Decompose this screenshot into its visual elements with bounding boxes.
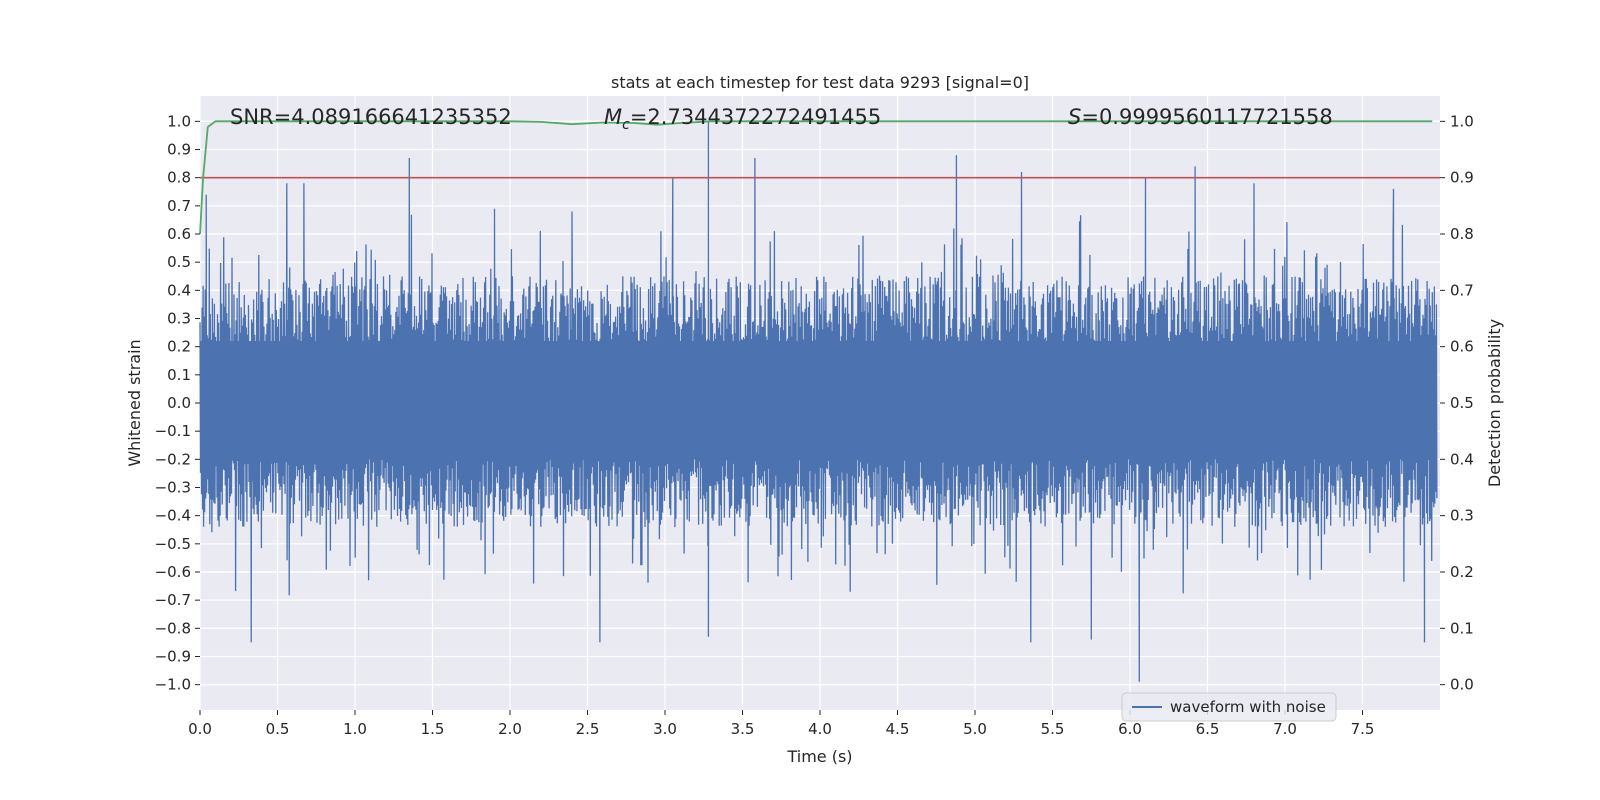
s-annotation: S=0.9999560117721558	[1068, 105, 1333, 129]
right-tick-label: 0.6	[1450, 338, 1474, 356]
chirp-mass-subscript: c	[622, 117, 630, 133]
chirp-mass-annotation: Mc=2.7344372272491455	[604, 105, 881, 133]
right-tick-label: 0.3	[1450, 507, 1474, 525]
left-tick-label: −0.9	[155, 647, 191, 665]
x-axis-ticks: 0.0 0.5 1.0 1.5 2.0 2.5 3.0 3.5 4.0 4.5 5.0 5.5 6.0 6…	[188, 710, 1374, 738]
x-tick-label: 7.0	[1273, 720, 1297, 738]
right-axis-label: Detection probability	[1485, 319, 1504, 487]
waveform-line	[199, 121, 1438, 682]
left-tick-label: 0.2	[167, 338, 191, 356]
legend-label: waveform with noise	[1170, 698, 1326, 716]
waveform-series	[199, 121, 1438, 682]
chirp-mass-symbol: M	[604, 105, 622, 129]
snr-annotation: SNR=4.089166641235352	[230, 105, 512, 129]
right-tick-label: 0.2	[1450, 563, 1474, 581]
left-tick-label: 0.7	[167, 197, 191, 215]
x-tick-label: 3.5	[731, 720, 755, 738]
left-tick-label: 1.0	[167, 112, 191, 130]
x-tick-label: 1.5	[421, 720, 445, 738]
left-tick-label: 0.9	[167, 141, 191, 159]
x-tick-label: 1.0	[343, 720, 367, 738]
chart-title: stats at each timestep for test data 929…	[611, 73, 1029, 92]
x-axis-label: Time (s)	[786, 747, 852, 766]
left-tick-label: −0.8	[155, 619, 191, 637]
x-tick-label: 5.0	[963, 720, 987, 738]
legend-box	[1121, 692, 1337, 722]
right-tick-label: 0.5	[1450, 394, 1474, 412]
overlay-lines	[199, 120, 1440, 235]
left-tick-label: 0.5	[167, 253, 191, 271]
left-tick-label: −0.1	[155, 422, 191, 440]
left-tick-label: −0.3	[155, 478, 191, 496]
left-tick-label: −0.6	[155, 563, 191, 581]
left-tick-label: −0.5	[155, 535, 191, 553]
left-tick-label: 0.4	[167, 281, 191, 299]
x-tick-label: 0.0	[188, 720, 212, 738]
left-tick-label: −0.4	[155, 507, 191, 525]
s-symbol: S	[1068, 105, 1081, 129]
right-axis-ticks: 1.0 0.9 0.8 0.7 0.6 0.5 0.4 0.3 0.2 0.1 0.0	[1440, 112, 1474, 694]
left-axis-ticks: 1.0 0.9 0.8 0.7 0.6 0.5 0.4 0.3 0.2 0.1 0.0 −0.1 −0.…	[155, 112, 200, 694]
legend: waveform with noise	[1121, 692, 1337, 722]
right-tick-label: 1.0	[1450, 112, 1474, 130]
x-tick-label: 7.5	[1351, 720, 1375, 738]
x-tick-label: 4.5	[886, 720, 910, 738]
right-tick-label: 0.7	[1450, 281, 1474, 299]
x-tick-label: 0.5	[266, 720, 290, 738]
x-tick-label: 2.5	[576, 720, 600, 738]
right-tick-label: 0.0	[1450, 676, 1474, 694]
x-tick-label: 5.5	[1041, 720, 1065, 738]
left-tick-label: 0.3	[167, 310, 191, 328]
left-tick-label: −0.2	[155, 450, 191, 468]
x-tick-label: 2.0	[498, 720, 522, 738]
right-tick-label: 0.1	[1450, 619, 1474, 637]
x-tick-label: 6.5	[1196, 720, 1220, 738]
left-tick-label: −0.7	[155, 591, 191, 609]
left-axis-label: Whitened strain	[125, 339, 144, 466]
probability-line	[199, 120, 1433, 235]
right-tick-label: 0.9	[1450, 169, 1474, 187]
left-tick-label: 0.8	[167, 169, 191, 187]
right-tick-label: 0.4	[1450, 450, 1474, 468]
right-tick-label: 0.8	[1450, 225, 1474, 243]
chirp-mass-value: =2.7344372272491455	[630, 105, 881, 129]
left-tick-label: 0.0	[167, 394, 191, 412]
left-tick-label: −1.0	[155, 676, 191, 694]
s-value: =0.9999560117721558	[1081, 105, 1332, 129]
x-tick-label: 4.0	[808, 720, 832, 738]
x-tick-label: 3.0	[653, 720, 677, 738]
left-tick-label: 0.1	[167, 366, 191, 384]
x-tick-label: 6.0	[1118, 720, 1142, 738]
left-tick-label: 0.6	[167, 225, 191, 243]
